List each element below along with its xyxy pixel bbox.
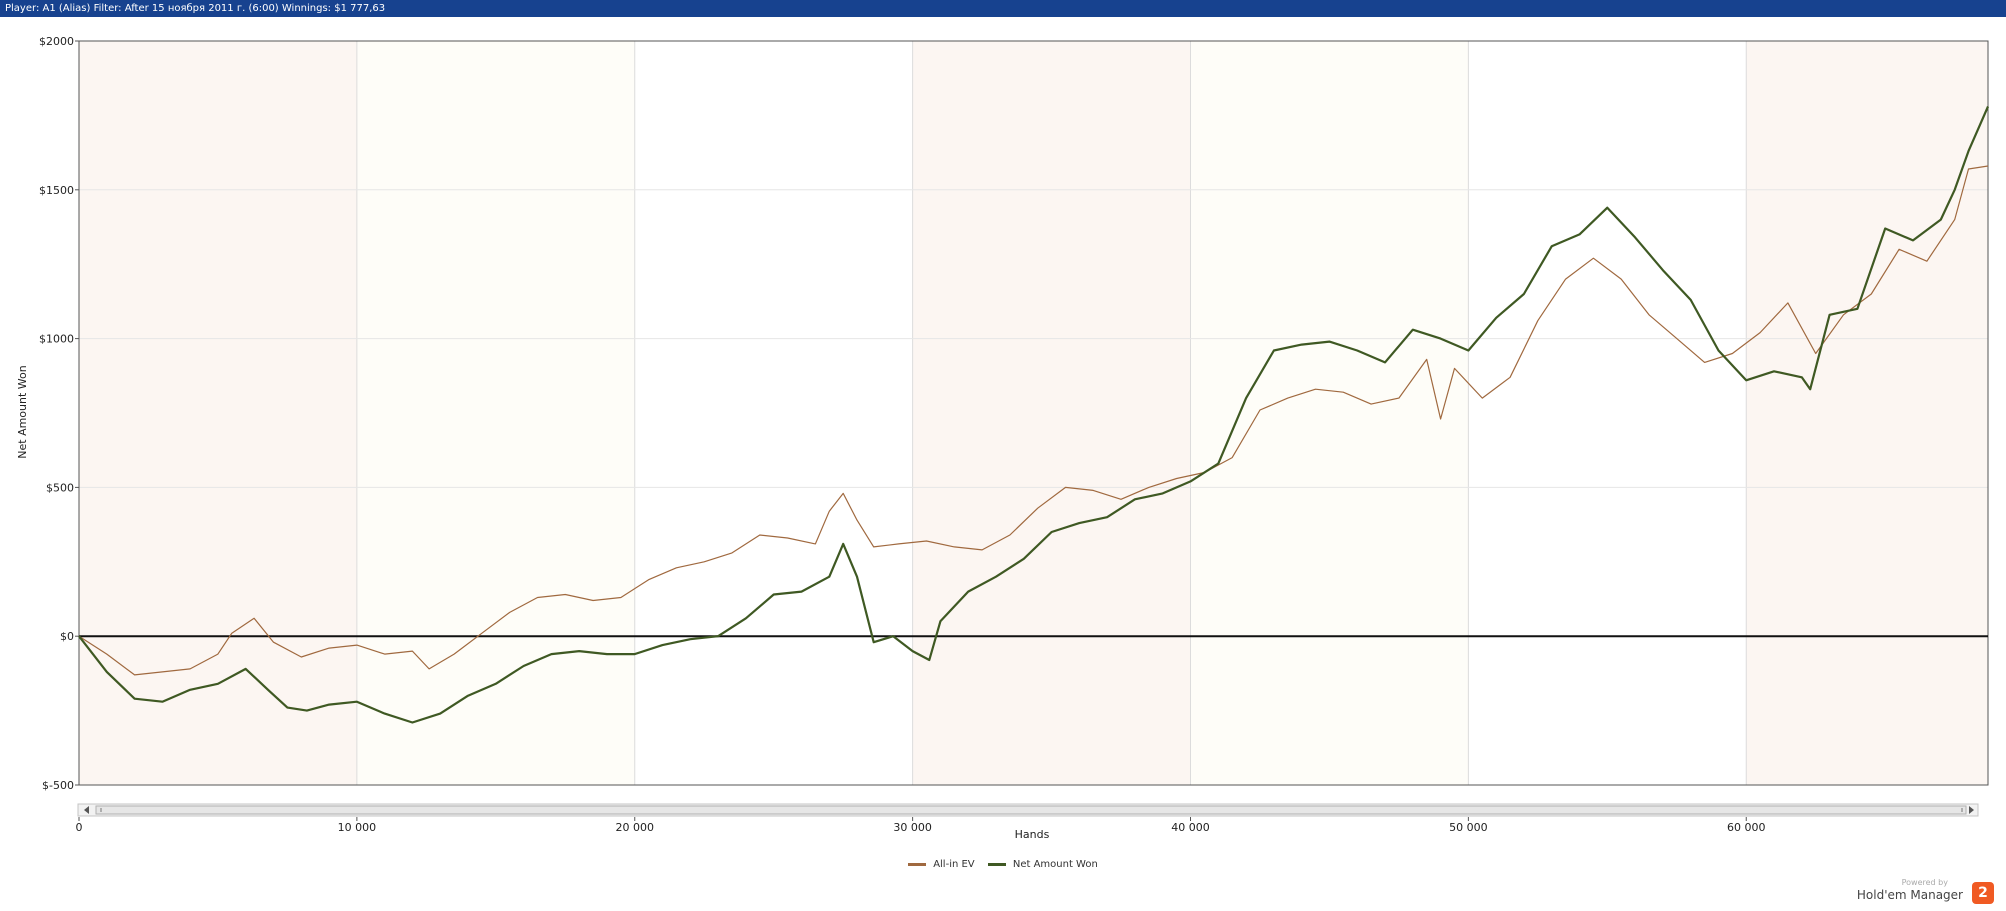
scroll-left-arrow[interactable] bbox=[84, 806, 89, 814]
powered-by-text: Powered by bbox=[1901, 878, 1948, 887]
x-tick-label: 20 000 bbox=[615, 821, 654, 834]
band-4 bbox=[1190, 41, 1469, 785]
legend-item-net-amount-won: Net Amount Won bbox=[987, 859, 1098, 870]
legend-label-net-amount-won: Net Amount Won bbox=[1012, 859, 1098, 870]
x-axis-ticks: 0 10 000 20 000 30 000 40 000 50 000 60 000 bbox=[76, 817, 1766, 834]
band-1 bbox=[356, 41, 635, 785]
y-tick-label: $-500 bbox=[42, 779, 74, 792]
x-tick-label: 50 000 bbox=[1449, 821, 1488, 834]
x-tick-label: 60 000 bbox=[1727, 821, 1766, 834]
scrollbar-thumb[interactable] bbox=[95, 805, 1967, 815]
x-tick-label: 30 000 bbox=[893, 821, 932, 834]
y-tick-label: $1000 bbox=[39, 333, 74, 346]
x-axis-label: Hands bbox=[1015, 828, 1050, 841]
band-0 bbox=[79, 41, 357, 785]
product-name: Hold'em Manager bbox=[1856, 888, 1963, 902]
plot-border bbox=[78, 40, 1989, 786]
band-3 bbox=[912, 41, 1191, 785]
band-2 bbox=[634, 41, 913, 785]
title-text: Player: A1 (Alias) Filter: After 15 нояб… bbox=[5, 3, 386, 14]
branding: Powered by Hold'em Manager 2 bbox=[1856, 878, 1994, 904]
background-bands bbox=[79, 41, 1988, 785]
legend-label-all-in-ev: All-in EV bbox=[933, 859, 975, 870]
y-tick-label: $500 bbox=[46, 481, 74, 494]
series-lines bbox=[78, 106, 1990, 724]
winnings-chart: $-500 $0 $500 $1000 $1500 $2000 0 10 000 20 000… bbox=[16, 35, 1990, 841]
y-axis-label: Net Amount Won bbox=[16, 365, 29, 458]
title-bar: Player: A1 (Alias) Filter: After 15 нояб… bbox=[0, 0, 2006, 17]
x-tick-label: 40 000 bbox=[1171, 821, 1210, 834]
x-tick-label: 10 000 bbox=[338, 821, 377, 834]
holdem-manager-logo-icon: 2 bbox=[1972, 882, 1994, 904]
y-tick-label: $0 bbox=[60, 630, 74, 643]
horizontal-scrollbar[interactable] bbox=[77, 803, 1979, 817]
legend-swatch-net-amount-won bbox=[987, 863, 1006, 866]
series-line-net-amount-won bbox=[78, 106, 1990, 724]
series-line-all-in-ev bbox=[78, 165, 1989, 676]
y-tick-label: $2000 bbox=[39, 35, 74, 48]
band-6 bbox=[1746, 41, 1988, 785]
legend-item-all-in-ev: All-in EV bbox=[908, 859, 975, 870]
x-tick-label: 0 bbox=[76, 821, 83, 834]
legend: All-in EV Net Amount Won bbox=[0, 858, 2006, 870]
y-tick-label: $1500 bbox=[39, 184, 74, 197]
scroll-right-arrow[interactable] bbox=[1969, 806, 1974, 814]
legend-swatch-all-in-ev bbox=[908, 863, 927, 866]
y-axis-ticks: $-500 $0 $500 $1000 $1500 $2000 bbox=[39, 35, 79, 792]
band-5 bbox=[1468, 41, 1747, 785]
